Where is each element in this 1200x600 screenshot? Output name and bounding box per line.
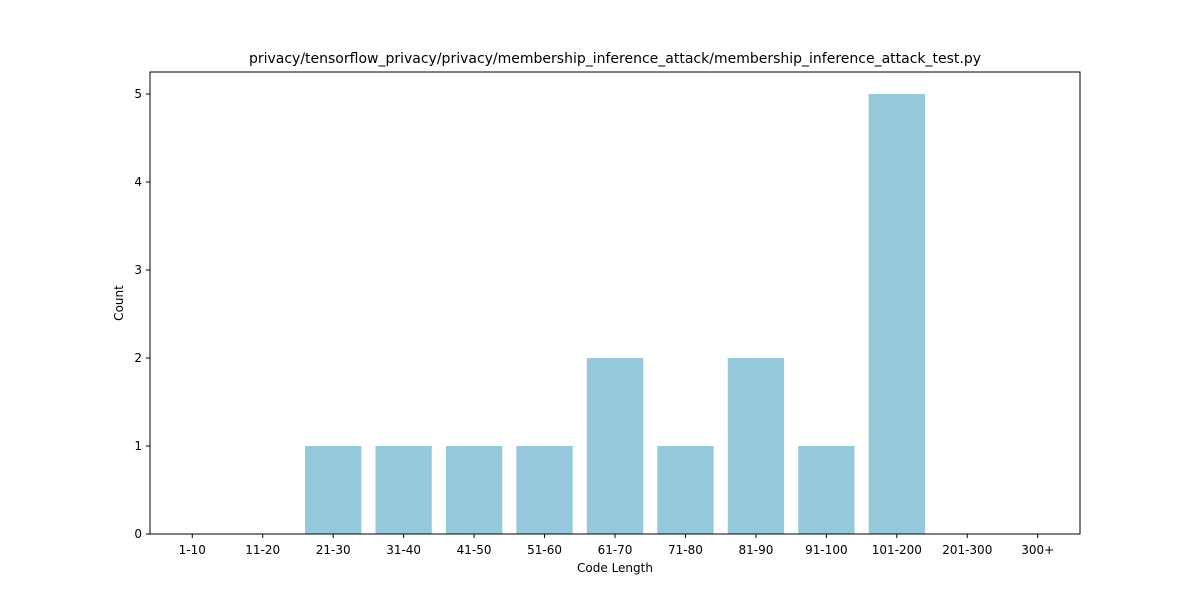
- y-tick-label: 3: [134, 263, 142, 277]
- x-tick-label: 1-10: [179, 543, 206, 557]
- bar-71-80: [657, 446, 714, 534]
- y-tick-label: 0: [134, 527, 142, 541]
- y-tick-label: 1: [134, 439, 142, 453]
- x-axis-label: Code Length: [577, 561, 653, 575]
- x-tick-label: 11-20: [245, 543, 280, 557]
- x-tick-label: 91-100: [805, 543, 848, 557]
- x-tick-label: 21-30: [316, 543, 351, 557]
- bar-41-50: [445, 446, 503, 534]
- y-tick-label: 2: [134, 351, 142, 365]
- bar-31-40: [375, 446, 432, 534]
- x-tick-label: 51-60: [527, 543, 562, 557]
- plot-area-frame: [149, 71, 1081, 535]
- x-tick-label: 31-40: [386, 543, 421, 557]
- bar-21-30: [305, 446, 362, 534]
- y-axis-ticks: 0 1 2 3 4 5: [134, 87, 150, 541]
- bar-81-90: [727, 358, 785, 534]
- x-tick-label: 61-70: [598, 543, 633, 557]
- x-tick-label: 81-90: [738, 543, 773, 557]
- x-tick-label: 41-50: [457, 543, 492, 557]
- y-tick-label: 5: [134, 87, 142, 101]
- x-tick-label: 71-80: [668, 543, 703, 557]
- x-tick-label: 101-200: [872, 543, 922, 557]
- y-axis-label: Count: [112, 285, 126, 321]
- x-tick-label: 300+: [1021, 543, 1054, 557]
- x-tick-label: 201-300: [942, 543, 992, 557]
- bar-101-200: [868, 94, 925, 534]
- bar-91-100: [798, 446, 855, 534]
- bar-61-70: [586, 358, 644, 534]
- y-tick-label: 4: [134, 175, 142, 189]
- chart-title: privacy/tensorflow_privacy/privacy/membe…: [249, 51, 981, 67]
- bars-group: [305, 94, 925, 534]
- bar-51-60: [516, 446, 573, 534]
- x-axis-ticks: 1-10 11-20 21-30 31-40 41-50 51-60 61-70 71-80 8…: [179, 534, 1054, 557]
